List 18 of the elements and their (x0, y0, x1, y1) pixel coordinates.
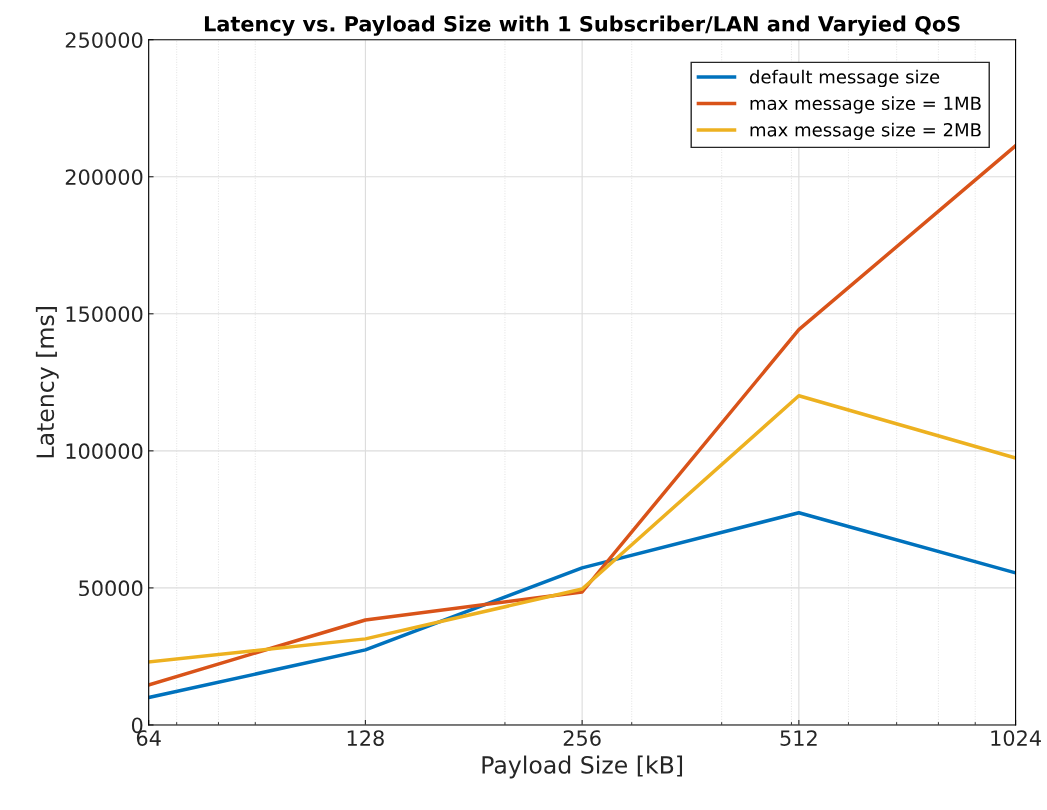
line-series (148, 144, 1016, 687)
y-tick-label: 200000 (65, 169, 143, 185)
legend-label: default message size (749, 69, 940, 88)
legend-label: max message size = 1MB (750, 96, 981, 114)
chart-title: Latency vs. Payload Size with 1 Subscriber/LAN and Varyied QoS (204, 15, 960, 36)
y-tick-label: 50000 (79, 580, 143, 597)
line-series (148, 394, 1016, 664)
x-tick-label: 128 (347, 730, 384, 746)
x-tick-label: 256 (563, 730, 601, 746)
line-series (148, 511, 1016, 700)
y-axis-title: Latency [ms] (35, 307, 59, 458)
y-tick-label: 150000 (66, 306, 143, 323)
y-tick-label: 100000 (66, 443, 143, 460)
x-tick-label: 1024 (991, 730, 1041, 746)
x-axis-title: Payload Size [kB] (482, 755, 683, 779)
y-tick-label: 250000 (65, 32, 143, 48)
x-tick-label: 512 (780, 730, 817, 746)
legend-label: max message size = 2MB (750, 122, 981, 141)
